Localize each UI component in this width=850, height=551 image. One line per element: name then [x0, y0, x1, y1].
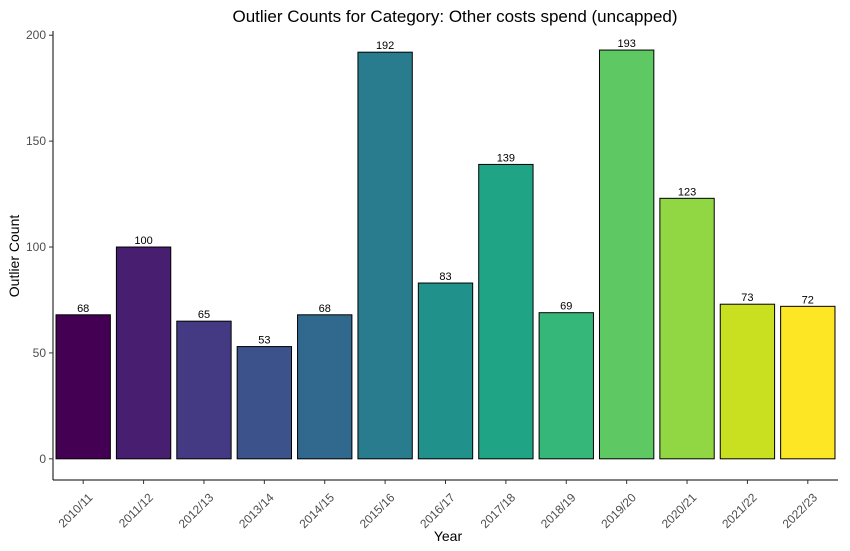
data-label: 69 — [560, 301, 572, 313]
data-label: 53 — [258, 335, 270, 347]
x-tick-label: 2020/21 — [659, 490, 700, 531]
bar-2014-15 — [297, 314, 353, 460]
x-tick-label: 2016/17 — [417, 490, 458, 531]
chart-title: Outlier Counts for Category: Other costs… — [232, 7, 677, 26]
data-label: 73 — [741, 292, 753, 304]
x-tick-label: 2017/18 — [478, 490, 519, 531]
bar-2018-19 — [538, 312, 594, 460]
y-tick-label: 200 — [26, 28, 46, 42]
y-axis-ticks: 0 50 100 150 200 — [26, 28, 53, 466]
bar-2016-17 — [417, 282, 474, 460]
x-axis-ticks: 2010/11 2011/12 2012/13 2013/14 2014/15 2015/… — [56, 480, 821, 531]
bar-2013-14 — [236, 346, 293, 460]
x-tick-label: 2011/12 — [116, 490, 156, 530]
x-tick-label: 2022/23 — [780, 490, 821, 531]
bar-2019-20 — [598, 49, 655, 460]
data-label: 68 — [319, 303, 331, 315]
y-tick-label: 0 — [39, 452, 46, 466]
x-tick-label: 2015/16 — [357, 490, 398, 531]
bar-2020-21 — [659, 197, 715, 460]
bar-2010-11 — [55, 314, 111, 460]
bar-2017-18 — [478, 163, 534, 460]
data-label: 123 — [678, 186, 696, 198]
data-label: 83 — [439, 271, 451, 283]
bar-2012-13 — [176, 320, 232, 460]
x-tick-label: 2014/15 — [296, 490, 337, 531]
x-tick-label: 2010/11 — [56, 490, 96, 530]
y-tick-label: 50 — [33, 346, 47, 360]
data-label: 139 — [497, 152, 515, 164]
x-tick-label: 2019/20 — [598, 490, 639, 531]
y-axis-title: Outlier Count — [6, 215, 22, 298]
plot-area: 68 100 65 53 68 192 83 139 69 193 123 73 72 — [55, 38, 836, 460]
data-label: 65 — [198, 309, 210, 321]
data-label: 68 — [77, 303, 89, 315]
x-axis-title: Year — [434, 528, 463, 544]
y-tick-label: 150 — [26, 134, 46, 148]
x-tick-label: 2021/22 — [719, 490, 760, 531]
x-tick-label: 2012/13 — [176, 490, 217, 531]
data-label: 72 — [802, 294, 814, 306]
data-label: 100 — [134, 235, 152, 247]
x-tick-label: 2013/14 — [236, 490, 277, 531]
bar-2022-23 — [780, 305, 836, 460]
x-tick-label: 2018/19 — [538, 490, 579, 531]
data-label: 192 — [376, 40, 394, 52]
data-label: 193 — [617, 38, 635, 50]
bar-2015-16 — [357, 51, 413, 460]
bar-2011-12 — [115, 246, 172, 460]
bar-2021-22 — [719, 303, 776, 460]
y-tick-label: 100 — [26, 240, 46, 254]
